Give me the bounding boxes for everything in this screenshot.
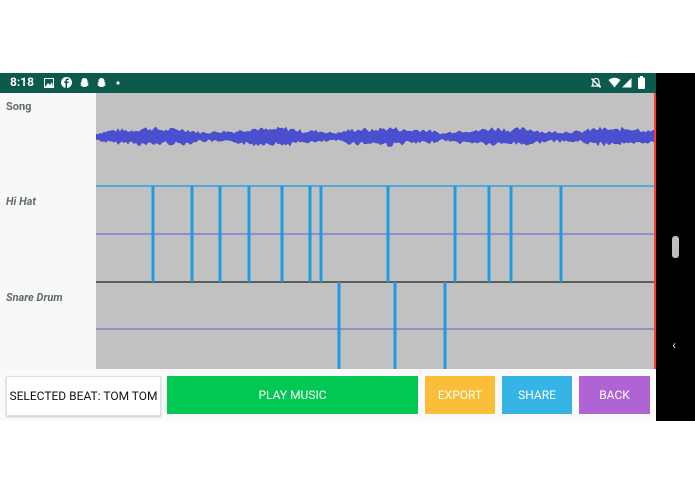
facebook-icon: [61, 77, 72, 88]
play-music-button[interactable]: PLAY MUSIC: [167, 376, 418, 414]
export-button[interactable]: EXPORT: [425, 376, 495, 414]
status-time: 8:18: [10, 75, 35, 89]
share-button[interactable]: SHARE: [502, 376, 572, 414]
track-canvas[interactable]: [96, 93, 655, 369]
nav-back-icon[interactable]: ‹: [672, 338, 676, 352]
track-label-hi-hat: Hi Hat: [6, 195, 36, 208]
nav-handle[interactable]: [672, 236, 679, 258]
snare-drum-beats[interactable]: [337, 282, 447, 369]
selected-beat-button[interactable]: SELECTED BEAT: TOM TOM: [6, 376, 161, 416]
track-label-song: Song: [6, 100, 32, 113]
snapchat-icon: [97, 78, 106, 87]
dot-icon: [116, 81, 120, 85]
status-bar: 8:18: [0, 73, 656, 93]
wifi-icon: [608, 77, 621, 88]
image-icon: [44, 78, 54, 88]
snapchat-icon: [80, 78, 89, 87]
track-editor[interactable]: [96, 93, 655, 369]
track-labels-panel: Song Hi Hat Snare Drum: [0, 93, 96, 369]
track-label-snare-drum: Snare Drum: [6, 291, 63, 304]
back-button[interactable]: BACK: [579, 376, 650, 414]
signal-icon: [622, 78, 632, 88]
hi-hat-beats[interactable]: [151, 186, 563, 282]
playhead-end-marker: [654, 93, 656, 369]
battery-icon: [638, 76, 645, 89]
mute-icon: [590, 77, 602, 88]
song-waveform: [96, 126, 655, 147]
